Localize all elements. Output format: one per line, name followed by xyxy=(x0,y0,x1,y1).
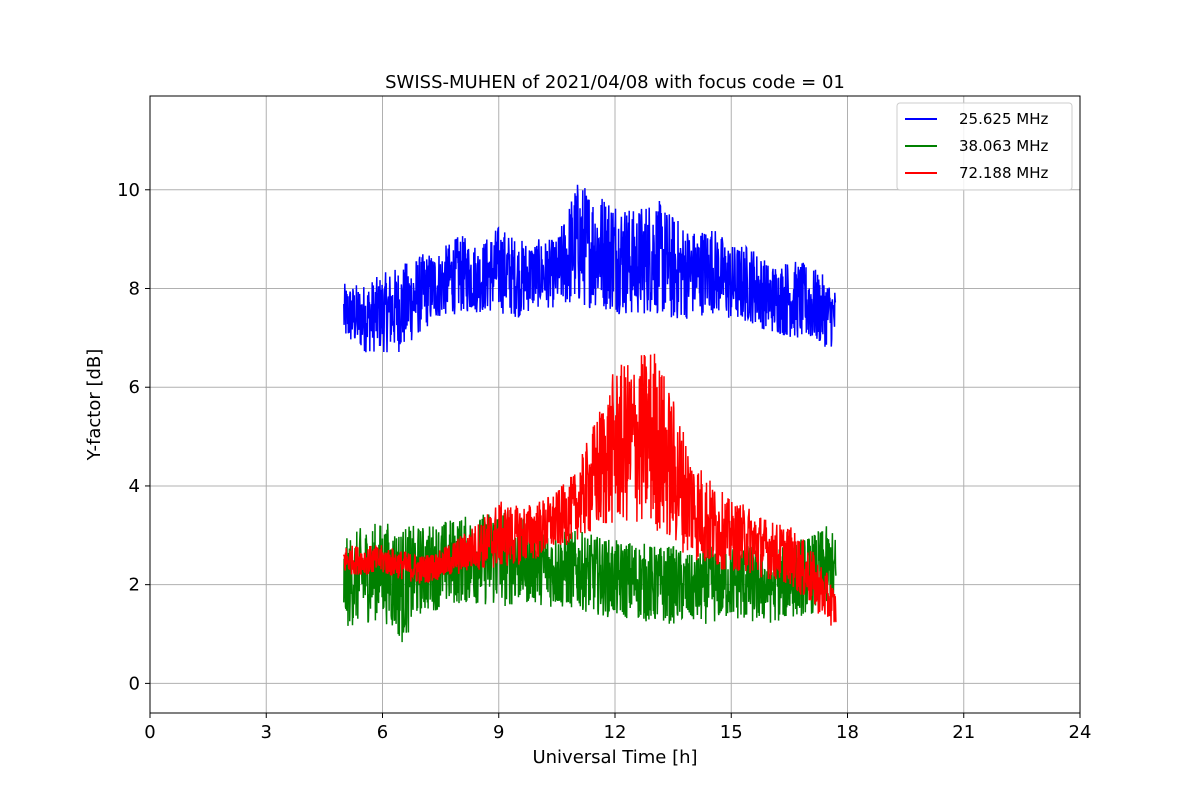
x-tick-label: 24 xyxy=(1069,722,1092,743)
x-tick-label: 21 xyxy=(952,722,975,743)
legend: 25.625 MHz 38.063 MHz 72.188 MHz xyxy=(896,102,1073,191)
grid-lines xyxy=(149,96,1081,713)
y-tick-label: 8 xyxy=(129,279,140,300)
y-tick-label: 0 xyxy=(129,673,140,694)
x-tick-label: 0 xyxy=(144,722,155,743)
legend-entry: 25.625 MHz xyxy=(959,110,1048,128)
y-tick-label: 6 xyxy=(129,377,140,398)
x-tick-label: 12 xyxy=(604,722,627,743)
x-axis-ticks: 0 3 6 9 12 15 18 21 24 xyxy=(144,713,1091,743)
y-tick-label: 2 xyxy=(129,575,140,596)
x-tick-label: 9 xyxy=(493,722,504,743)
x-tick-label: 15 xyxy=(720,722,743,743)
x-tick-label: 6 xyxy=(377,722,388,743)
x-axis-label: Universal Time [h] xyxy=(532,747,697,768)
legend-box xyxy=(896,102,1073,191)
x-tick-label: 3 xyxy=(261,722,272,743)
y-tick-label: 10 xyxy=(117,180,140,201)
y-axis-label: Y-factor [dB] xyxy=(84,349,105,462)
y-axis-ticks: 0 2 4 6 8 10 xyxy=(117,180,150,694)
y-tick-label: 4 xyxy=(129,476,140,497)
x-tick-label: 18 xyxy=(836,722,859,743)
legend-entry: 72.188 MHz xyxy=(959,164,1048,182)
chart-title: SWISS-MUHEN of 2021/04/08 with focus cod… xyxy=(385,72,845,93)
series-line-3 xyxy=(343,353,837,626)
series-lines xyxy=(343,184,837,643)
legend-entry: 38.063 MHz xyxy=(959,137,1048,155)
series-line-1 xyxy=(343,184,837,353)
series-line-2 xyxy=(343,510,837,643)
